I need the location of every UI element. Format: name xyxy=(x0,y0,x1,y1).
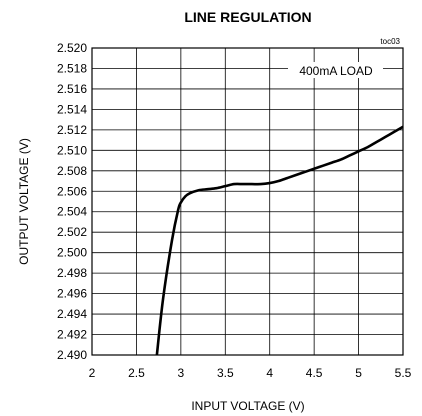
y-tick-label: 2.496 xyxy=(57,287,87,301)
y-tick-label: 2.492 xyxy=(57,328,87,342)
series-line xyxy=(155,125,404,356)
load-annotation: 400mA LOAD xyxy=(299,64,373,78)
x-tick-label: 2 xyxy=(89,366,96,380)
y-tick-label: 2.520 xyxy=(57,41,87,55)
x-tick-label: 2.5 xyxy=(128,366,145,380)
y-tick-label: 2.494 xyxy=(57,307,87,321)
x-tick-label: 3 xyxy=(178,366,185,380)
figure-id-annotation: toc03 xyxy=(380,37,400,46)
x-tick-label: 4 xyxy=(266,366,273,380)
y-tick-label: 2.500 xyxy=(57,246,87,260)
x-tick-label: 3.5 xyxy=(217,366,234,380)
x-axis-label: INPUT VOLTAGE (V) xyxy=(191,399,304,413)
y-tick-label: 2.502 xyxy=(57,225,87,239)
y-tick-label: 2.506 xyxy=(57,184,87,198)
y-tick-label: 2.504 xyxy=(57,205,87,219)
chart-title: LINE REGULATION xyxy=(184,9,311,25)
y-axis-label: OUTPUT VOLTAGE (V) xyxy=(17,138,31,265)
y-tick-label: 2.516 xyxy=(57,82,87,96)
y-tick-label: 2.508 xyxy=(57,164,87,178)
y-tick-label: 2.510 xyxy=(57,143,87,157)
y-tick-label: 2.512 xyxy=(57,123,87,137)
y-tick-label: 2.490 xyxy=(57,348,87,362)
x-tick-label: 5.5 xyxy=(395,366,412,380)
plot-frame xyxy=(91,47,404,356)
x-tick-labels: 2 2.5 3 3.5 4 4.5 5 5.5 xyxy=(89,366,412,380)
y-tick-labels: 2.520 2.518 2.516 2.514 2.512 2.510 2.508 2.506… xyxy=(57,41,87,362)
x-tick-label: 5 xyxy=(355,366,362,380)
y-tick-label: 2.518 xyxy=(57,61,87,75)
y-tick-label: 2.514 xyxy=(57,102,87,116)
x-tick-label: 4.5 xyxy=(306,366,323,380)
grid-lines xyxy=(91,47,404,356)
y-tick-label: 2.498 xyxy=(57,266,87,280)
legend-background xyxy=(288,62,383,78)
series-layer xyxy=(155,125,404,356)
